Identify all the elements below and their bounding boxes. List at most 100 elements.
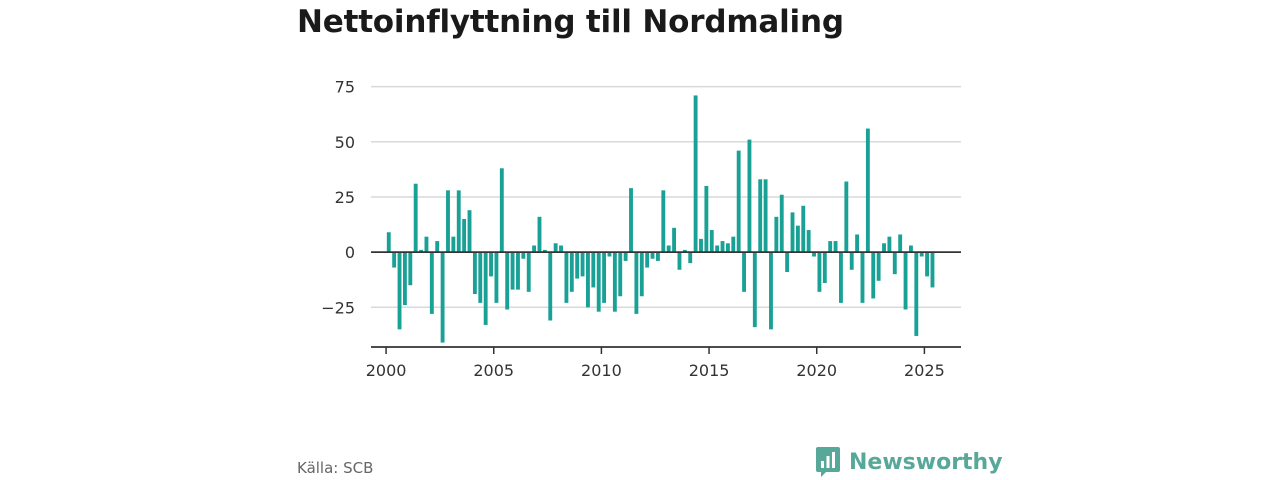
bar: [849, 252, 854, 270]
bar: [553, 243, 558, 253]
bar: [925, 252, 930, 277]
bar: [908, 245, 913, 253]
gridlines: [371, 85, 961, 309]
x-tick-label: 2010: [581, 361, 622, 380]
bar: [489, 252, 493, 277]
bar: [591, 252, 596, 288]
bar: [521, 252, 526, 259]
brand-logo: Newsworthy: [815, 446, 1003, 478]
bar: [564, 252, 569, 303]
bar: [467, 210, 472, 253]
bar: [505, 252, 510, 310]
bar: [704, 185, 709, 253]
bar: [612, 252, 617, 312]
bar: [731, 236, 736, 253]
bar: [532, 245, 537, 253]
bar: [483, 252, 488, 325]
y-axis: −25 0 25 50 75: [321, 78, 355, 318]
bar: [639, 252, 644, 297]
bar: [586, 252, 590, 308]
x-tick-label: 2000: [366, 361, 407, 380]
bar: [801, 205, 806, 253]
bar: [785, 252, 790, 272]
bar: [742, 252, 746, 292]
bar: [575, 252, 580, 279]
bar: [709, 230, 714, 253]
bar: [402, 252, 407, 306]
bar: [930, 252, 935, 288]
bar: [720, 241, 725, 253]
bar: [774, 216, 779, 253]
bar: [763, 179, 768, 253]
bar: [693, 95, 698, 253]
bar: [769, 252, 773, 330]
bar: [779, 194, 784, 253]
bar: [747, 139, 752, 253]
brand-name: Newsworthy: [849, 449, 1003, 475]
bar: [424, 236, 429, 253]
bar: [462, 219, 467, 253]
bar: [618, 252, 623, 297]
bar: [435, 241, 440, 253]
bar: [537, 216, 542, 253]
bar: [752, 252, 757, 328]
bar: [839, 252, 843, 303]
bar: [833, 241, 838, 253]
bar: [828, 241, 833, 253]
bar: [790, 212, 795, 253]
x-tick-label: 2020: [796, 361, 837, 380]
y-tick-label: −25: [321, 298, 355, 317]
bar: [478, 252, 483, 303]
bar: [865, 128, 870, 253]
x-tick-label: 2015: [689, 361, 730, 380]
bar: [596, 252, 601, 312]
bar: [855, 234, 860, 253]
chart-title: Nettoinflyttning till Nordmaling: [297, 4, 844, 40]
bar: [580, 252, 585, 277]
bar: [677, 252, 682, 270]
bar: [817, 252, 822, 292]
bar: [860, 252, 865, 303]
bar: [499, 168, 504, 253]
bar: [666, 245, 671, 253]
bar: [795, 225, 800, 253]
bar: [559, 245, 563, 253]
bar: [882, 243, 886, 253]
bar: [682, 249, 687, 253]
bar: [548, 252, 553, 321]
bar: [822, 252, 827, 284]
bar: [688, 252, 693, 264]
y-tick-label: 50: [335, 133, 355, 152]
bar: [429, 252, 434, 314]
bar: [634, 252, 639, 314]
bar: [419, 249, 424, 253]
x-axis: 2000 2005 2010 2015 2020 2025: [366, 347, 945, 380]
bar: [408, 252, 413, 286]
bar: [629, 188, 633, 253]
bar: [645, 252, 650, 268]
bar: [494, 252, 499, 303]
source-label: Källa: SCB: [297, 459, 374, 477]
bar: [623, 252, 628, 261]
bar: [456, 190, 461, 253]
y-tick-label: 75: [335, 78, 355, 97]
bar: [602, 252, 607, 303]
bar: [607, 252, 612, 257]
y-tick-label: 25: [335, 188, 355, 207]
bar: [440, 252, 445, 343]
x-tick-label: 2025: [904, 361, 945, 380]
bar: [806, 230, 811, 253]
bar: [472, 252, 477, 295]
bar: [812, 252, 816, 257]
bar: [386, 232, 391, 253]
bar: [655, 252, 660, 261]
bars: [386, 95, 935, 343]
bar: [892, 252, 897, 275]
bar: [919, 252, 924, 257]
bar: [397, 252, 402, 330]
bar: [516, 252, 520, 290]
bar: [887, 236, 892, 253]
bar: [392, 252, 397, 268]
bar: [672, 227, 677, 253]
bar: [903, 252, 908, 310]
